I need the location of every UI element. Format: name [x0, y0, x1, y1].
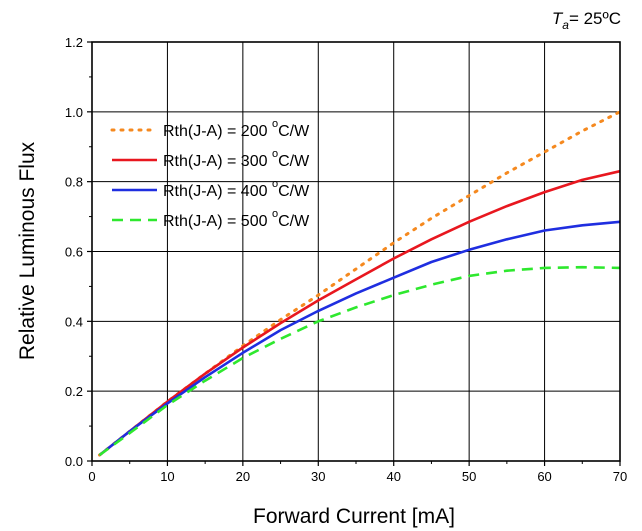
- legend-label-2: Rth(J-A) = 300 oC/W: [163, 148, 310, 170]
- legend-label-degree: o: [272, 118, 278, 130]
- condition-label: Ta= 25ºC: [552, 9, 621, 32]
- y-tick-label: 0.8: [65, 175, 83, 190]
- legend-label-1: Rth(J-A) = 200 oC/W: [163, 118, 310, 140]
- legend-label-3: Rth(J-A) = 400 oC/W: [163, 178, 310, 200]
- x-tick-label: 20: [236, 469, 250, 484]
- y-tick-label: 0.2: [65, 384, 83, 399]
- y-tick-label: 0.0: [65, 454, 83, 469]
- y-tick-label: 1.0: [65, 105, 83, 120]
- axis-ticks: 0 10 20 30 40 50 60 70 0.0 0.2 0.4 0.6 0.8 1.0 1.2: [65, 35, 627, 484]
- x-axis-title: Forward Current [mA]: [253, 505, 455, 528]
- legend-label-unit: C/W: [278, 123, 310, 140]
- x-tick-label: 70: [613, 469, 627, 484]
- legend-label-unit: C/W: [278, 183, 310, 200]
- legend-label-main: Rth(J-A) = 200: [163, 123, 272, 140]
- x-tick-label: 60: [537, 469, 551, 484]
- x-tick-label: 50: [462, 469, 476, 484]
- legend-label-degree: o: [272, 148, 278, 160]
- series-line-3: [98, 220, 621, 457]
- legend-label-unit: C/W: [278, 213, 310, 230]
- legend-label-degree: o: [272, 208, 278, 220]
- x-tick-label: 0: [88, 469, 95, 484]
- y-tick-label: 0.4: [65, 314, 83, 329]
- legend-label-degree: o: [272, 178, 278, 190]
- legend-label-main: Rth(J-A) = 500: [163, 213, 272, 230]
- x-tick-label: 10: [160, 469, 174, 484]
- legend-label-main: Rth(J-A) = 400: [163, 183, 272, 200]
- x-tick-label: 40: [386, 469, 400, 484]
- y-axis-title: Relative Luminous Flux: [16, 141, 39, 360]
- y-tick-label: 1.2: [65, 35, 83, 50]
- legend-label-4: Rth(J-A) = 500 oC/W: [163, 208, 310, 230]
- x-tick-label: 30: [311, 469, 325, 484]
- y-tick-label: 0.6: [65, 245, 83, 260]
- series-lines: [98, 110, 622, 457]
- legend-label-unit: C/W: [278, 153, 310, 170]
- condition-subscript: a: [562, 18, 569, 32]
- series-line-4: [98, 265, 621, 457]
- condition-symbol: T: [552, 9, 564, 28]
- legend-label-main: Rth(J-A) = 300: [163, 153, 272, 170]
- condition-value: = 25ºC: [569, 9, 621, 28]
- series-line-2: [98, 169, 621, 457]
